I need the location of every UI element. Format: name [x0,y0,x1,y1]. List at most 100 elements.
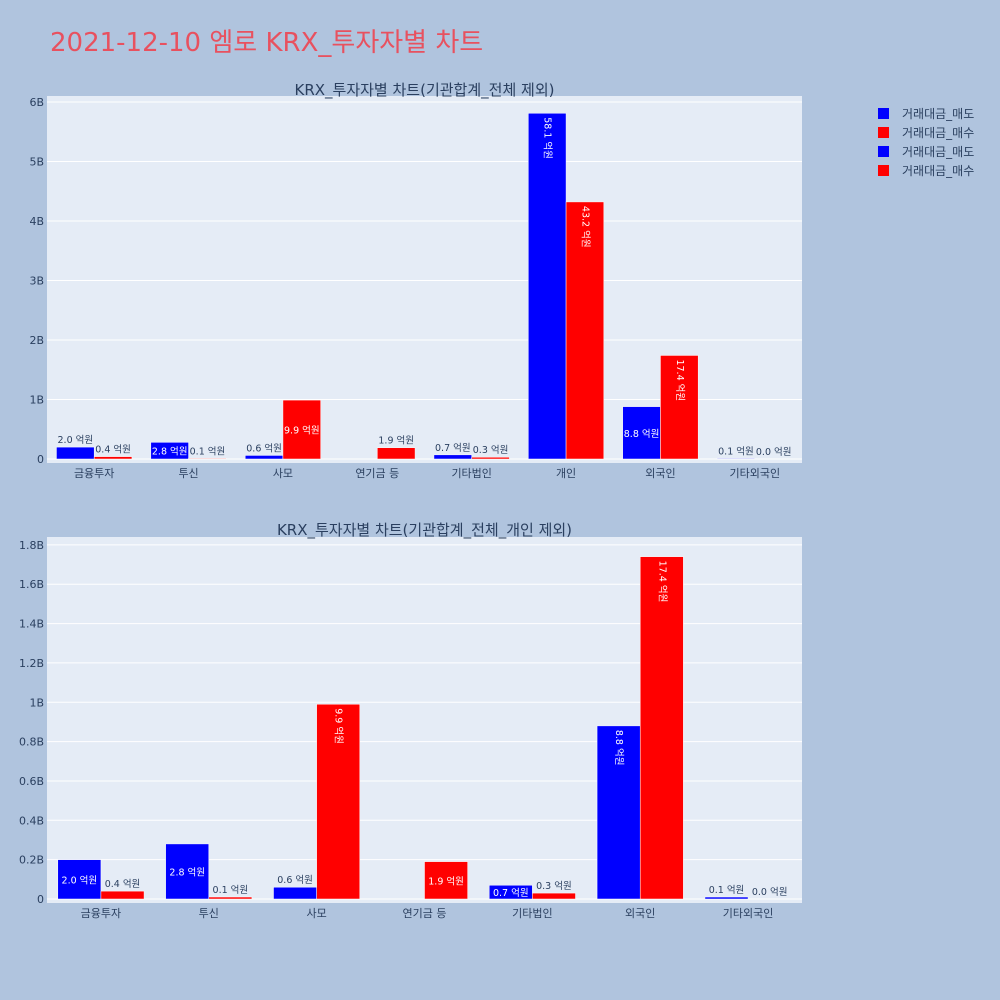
x-tick-label: 기타외국인 [723,907,774,920]
bar[interactable] [565,201,605,460]
x-tick-label: 사모 [273,467,293,480]
legend-label[interactable]: 거래대금_매도 [902,145,974,159]
x-tick-label: 기타법인 [512,907,552,920]
y-tick-label: 1.2B [19,657,44,670]
legend-label[interactable]: 거래대금_매수 [902,126,974,140]
y-tick-label: 0.6B [19,775,44,788]
plot-area [47,537,802,903]
data-label: 0.1 억원 [213,884,249,896]
bar[interactable] [596,725,641,900]
y-tick-label: 5B [29,155,44,168]
chart-title: KRX_투자자별 차트(기관합계_전체_개인 제외) [277,521,572,540]
x-tick-label: 외국인 [645,467,675,480]
data-label: 17.4 억원 [674,359,686,401]
y-tick-label: 3B [29,274,44,287]
bar[interactable] [471,456,510,460]
y-tick-label: 2B [29,334,44,347]
data-label: 0.6 억원 [277,874,313,886]
y-tick-label: 4B [29,215,44,228]
legend-label[interactable]: 거래대금_매도 [902,107,974,121]
data-label: 8.8 억원 [624,428,660,440]
data-label: 0.0 억원 [756,446,792,458]
x-tick-label: 개인 [556,467,576,480]
bar[interactable] [316,703,361,900]
legend-swatch[interactable] [878,108,889,119]
data-label: 0.1 억원 [718,445,754,457]
bar[interactable] [488,884,533,900]
bar[interactable] [56,446,95,460]
bar[interactable] [93,456,133,460]
data-label: 17.4 억원 [656,561,668,603]
bar[interactable] [716,458,756,460]
data-label: 0.6 억원 [246,442,282,454]
x-tick-label: 투신 [199,907,219,920]
y-tick-label: 0 [37,893,44,906]
bar[interactable] [57,859,102,900]
bar[interactable] [433,454,472,460]
bar[interactable] [528,113,567,460]
data-label: 43.2 억원 [579,206,591,248]
data-label: 58.1 억원 [542,117,554,159]
data-label: 9.9 억원 [333,708,345,744]
y-tick-label: 1.6B [19,578,44,591]
chart-top: 0 1B 2B 3B 4B 5B 6B KRX_투자자별 차트(기관합계_전체 제외) 금융투자… [29,81,802,480]
data-label: 0.1 억원 [709,884,745,896]
data-label: 1.9 억원 [428,875,464,887]
chart-bottom: 0 0.2B 0.4B 0.6B 0.8B 1B 1.2B 1.4B 1.6B 1.8B KRX_투… [19,521,802,920]
x-tick-label: 외국인 [625,907,655,920]
bar[interactable] [622,406,661,460]
data-label: 0.7 억원 [493,887,529,899]
bar[interactable] [424,861,468,900]
bar[interactable] [188,458,227,460]
y-tick-label: 0 [37,453,44,466]
y-tick-label: 0.2B [19,854,44,867]
page-title: 2021-12-10 엠로 KRX_투자자별 차트 [50,28,484,58]
data-label: 0.4 억원 [95,444,131,456]
data-label: 9.9 억원 [284,425,320,437]
legend-swatch[interactable] [878,146,889,157]
x-tick-label: 금융투자 [81,907,121,920]
bar[interactable] [244,455,284,460]
x-tick-label: 금융투자 [74,467,114,480]
data-label: 2.8 억원 [169,866,205,878]
bar[interactable] [639,556,684,900]
data-label: 0.7 억원 [435,442,471,454]
y-tick-label: 6B [29,96,44,109]
legend-swatch[interactable] [878,165,889,176]
x-tick-label: 기타법인 [451,467,491,480]
y-tick-label: 0.8B [19,736,44,749]
bar[interactable] [150,442,189,460]
data-label: 0.4 억원 [105,878,141,890]
data-label: 8.8 억원 [613,730,625,766]
legend-swatch[interactable] [878,127,889,138]
data-label: 0.1 억원 [190,445,226,457]
bar[interactable] [704,896,749,900]
data-label: 1.9 억원 [378,435,414,447]
bar[interactable] [208,896,253,900]
bar[interactable] [532,892,576,900]
bar[interactable] [377,447,416,460]
y-tick-label: 1B [29,393,44,406]
bar[interactable] [273,886,317,900]
chart-title: KRX_투자자별 차트(기관합계_전체 제외) [295,81,555,100]
bar[interactable] [282,399,321,460]
y-tick-label: 1.4B [19,618,44,631]
x-tick-label: 기타외국인 [730,467,781,480]
y-tick-label: 0.4B [19,814,44,827]
data-label: 2.0 억원 [58,434,94,446]
data-label: 2.0 억원 [62,874,98,886]
data-label: 0.3 억원 [473,444,509,456]
x-tick-label: 투신 [178,467,198,480]
x-tick-label: 연기금 등 [355,467,399,480]
bar[interactable] [165,843,210,900]
x-tick-label: 사모 [307,907,327,920]
data-label: 0.3 억원 [536,880,572,892]
legend-label[interactable]: 거래대금_매수 [902,164,974,178]
bar[interactable] [100,890,145,900]
x-tick-label: 연기금 등 [403,907,447,920]
data-label: 0.0 억원 [752,886,788,898]
bar[interactable] [660,355,699,460]
y-tick-label: 1.8B [19,539,44,552]
